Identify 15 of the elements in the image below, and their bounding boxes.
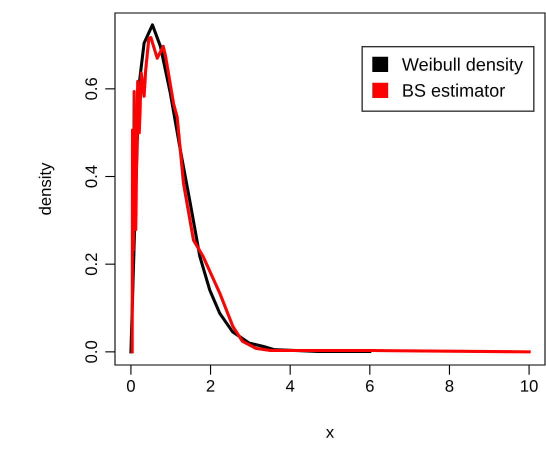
y-tick-label: 0.6 — [85, 78, 98, 100]
legend-label: Weibull density — [402, 58, 523, 74]
x-axis-title: x — [326, 428, 334, 438]
x-tick-label: 0 — [126, 380, 135, 392]
y-tick-label: 0.2 — [85, 253, 98, 276]
y-axis-title: density — [38, 162, 54, 215]
y-tick-label: 0.0 — [85, 340, 98, 363]
x-tick-label: 4 — [286, 380, 294, 392]
x-tick-label: 10 — [521, 380, 538, 392]
x-tick-label: 8 — [446, 380, 454, 392]
x-tick-label: 2 — [206, 380, 214, 392]
y-tick-label: 0.4 — [85, 165, 98, 188]
line-series — [130, 36, 531, 354]
x-tick-label: 6 — [366, 380, 374, 392]
legend-label: BS estimator — [403, 84, 505, 97]
